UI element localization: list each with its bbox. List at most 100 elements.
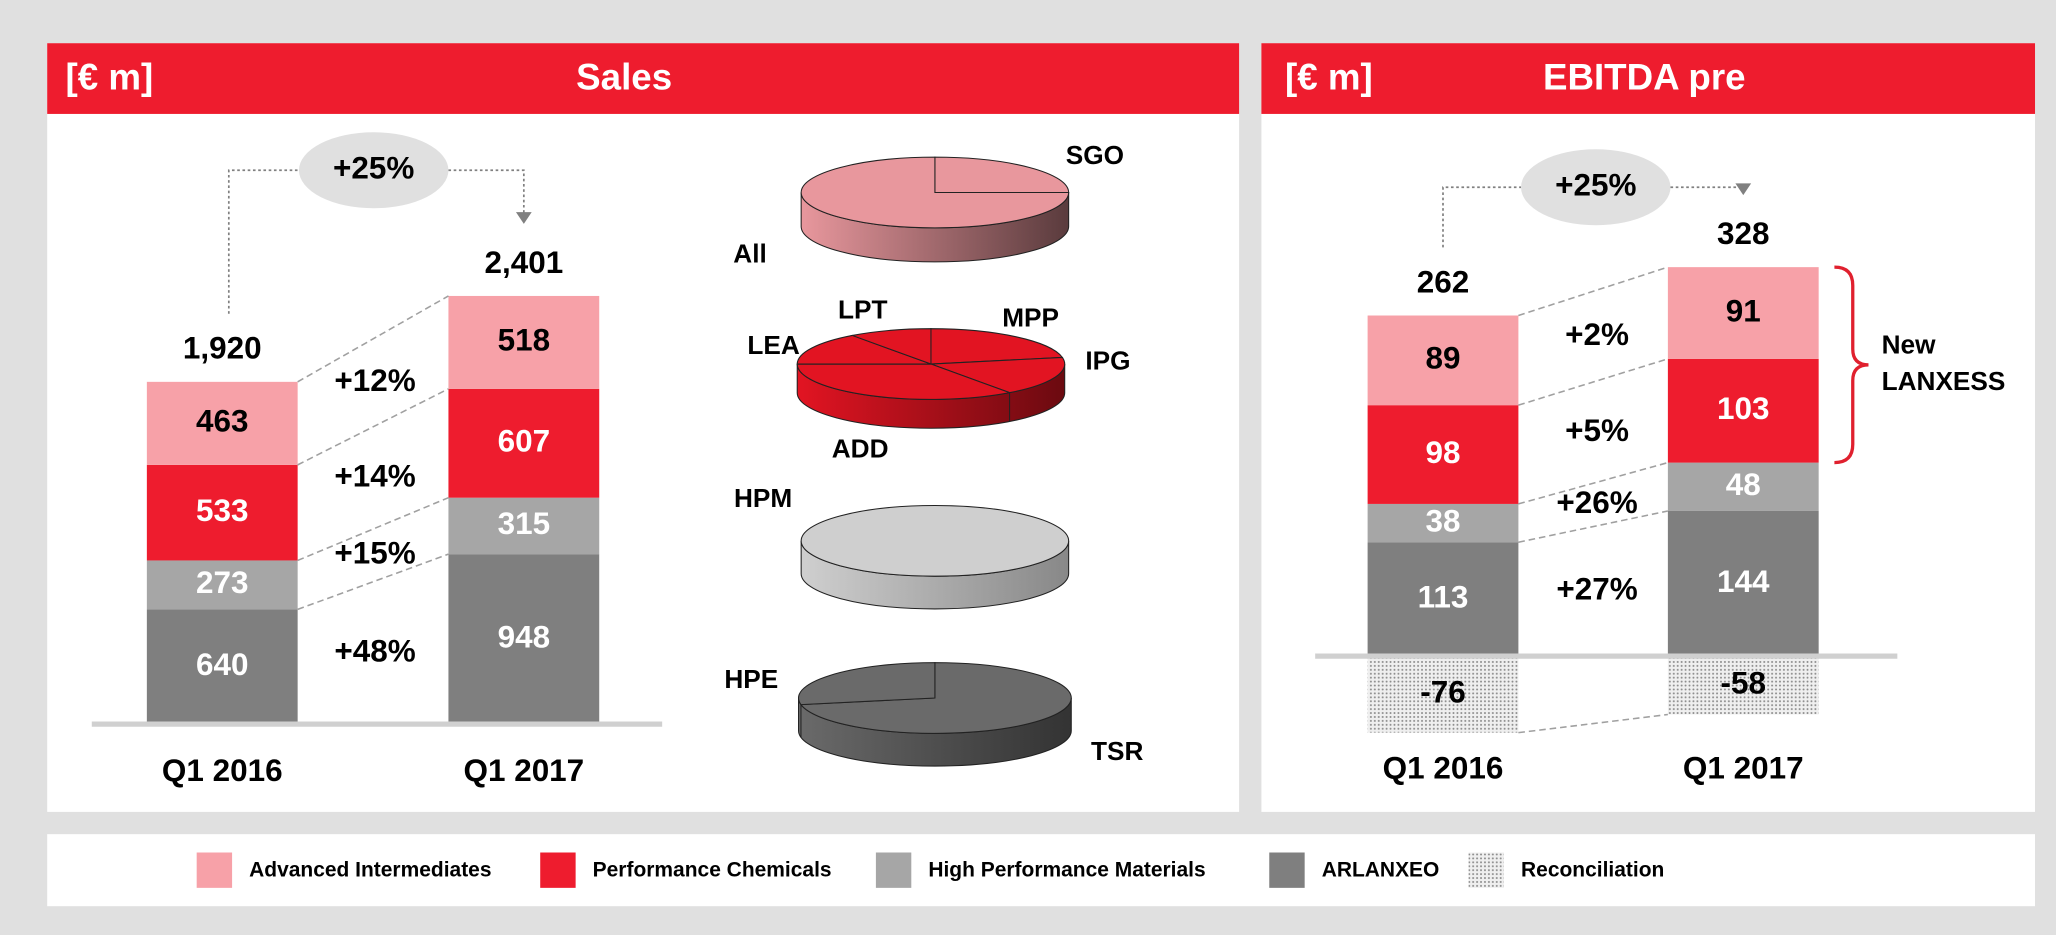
segment-label: 89 [1426, 341, 1461, 376]
segment-label: 273 [196, 565, 248, 600]
change-label: +14% [334, 458, 415, 493]
change-label: +26% [1556, 485, 1637, 520]
segment-label: 38 [1426, 503, 1461, 538]
pie-label: LEA [747, 330, 799, 360]
segment-label: 91 [1726, 293, 1761, 328]
legend-swatch [1269, 852, 1305, 888]
legend-panel [47, 834, 2036, 907]
bar-segment [146, 560, 298, 610]
connector [1518, 461, 1669, 505]
connector [1518, 266, 1669, 317]
pie-slice [799, 662, 1072, 734]
bar-segment [1367, 656, 1519, 733]
pie-slice [800, 504, 1070, 577]
x-tick-label: Q1 2017 [463, 753, 584, 788]
legend-swatch [196, 852, 233, 888]
growth-connector [227, 169, 299, 314]
pie-label: HPM [734, 483, 792, 513]
segment-label: 948 [498, 619, 550, 654]
bar-segment [1667, 358, 1819, 463]
segment-label: 103 [1717, 391, 1769, 426]
arrow-head [515, 212, 532, 224]
annotation: New [1882, 329, 1937, 359]
pie-label: SGO [1066, 140, 1124, 170]
pie-slice [796, 334, 932, 365]
x-tick-label: Q1 2016 [1383, 750, 1504, 785]
segment-label: 48 [1726, 467, 1761, 502]
segment-label: -58 [1721, 666, 1766, 701]
connector [1518, 713, 1668, 734]
growth-connector [1442, 186, 1522, 248]
segment-label: 98 [1426, 435, 1461, 470]
change-label: +48% [334, 633, 415, 668]
pie-label: All [733, 238, 766, 268]
pie-slice [796, 363, 1012, 400]
legend-label: High Performance Materials [928, 858, 1205, 881]
pie-label: LPT [838, 295, 888, 325]
brace [1834, 265, 1869, 465]
legend-label: Performance Chemicals [593, 858, 832, 881]
legend-label: ARLANXEO [1322, 858, 1440, 881]
total-label: 2,401 [484, 245, 563, 280]
bar-segment [146, 381, 298, 465]
pie-slice [798, 662, 936, 706]
bar-segment [146, 609, 298, 725]
arrow-head [1735, 183, 1752, 196]
segment-label: 607 [498, 424, 550, 459]
change-label: +2% [1565, 317, 1629, 352]
total-label: 262 [1417, 264, 1469, 299]
segment-label: 518 [498, 323, 550, 358]
unit-label: [€ m] [66, 57, 154, 98]
legend-label: Reconciliation [1521, 858, 1664, 881]
connector [297, 553, 449, 611]
unit-label: [€ m] [1285, 57, 1373, 98]
chart-title: Sales [576, 57, 672, 98]
bar-segment [1367, 315, 1519, 406]
bar-segment [448, 497, 600, 555]
total-label: 1,920 [183, 331, 262, 366]
pie-slice [800, 156, 1070, 229]
bar-segment [1667, 510, 1819, 657]
segment-label: 463 [196, 404, 248, 439]
connector [297, 388, 449, 466]
growth-label: +25% [333, 151, 414, 186]
pie-slice [850, 328, 932, 365]
bar-segment [1367, 503, 1519, 543]
bar-segment [146, 464, 298, 561]
legend-swatch [540, 852, 576, 888]
chart-title: EBITDA pre [1543, 57, 1746, 98]
pie-label: IPG [1085, 346, 1130, 376]
segment-label: 640 [196, 647, 248, 682]
legend-swatch [1468, 852, 1504, 888]
x-tick-label: Q1 2017 [1683, 750, 1804, 785]
pie-slice [930, 328, 1064, 365]
change-label: +15% [334, 536, 415, 571]
growth-bubble [1521, 149, 1671, 226]
connector [297, 295, 449, 383]
legend-swatch [875, 852, 912, 888]
growth-bubble [298, 132, 449, 209]
x-tick-label: Q1 2016 [162, 753, 283, 788]
total-label: 328 [1717, 216, 1769, 251]
segment-label: 315 [498, 506, 550, 541]
bar-segment [448, 295, 600, 389]
connector [1518, 358, 1669, 406]
pie-label: ADD [832, 433, 889, 463]
segment-label: -76 [1420, 675, 1465, 710]
growth-connector [448, 169, 525, 214]
ebitda-header [1261, 43, 2036, 114]
bar-segment [1667, 267, 1819, 359]
annotation: LANXESS [1882, 366, 2006, 396]
bar-segment [448, 388, 600, 498]
change-label: +27% [1556, 572, 1637, 607]
legend-label: Advanced Intermediates [249, 858, 491, 881]
change-label: +5% [1565, 413, 1629, 448]
pie-label: TSR [1091, 736, 1143, 766]
segment-label: 113 [1418, 579, 1469, 614]
segment-label: 533 [196, 493, 248, 528]
pie-label: HPE [724, 664, 778, 694]
change-label: +12% [334, 363, 415, 398]
growth-label: +25% [1555, 168, 1636, 203]
